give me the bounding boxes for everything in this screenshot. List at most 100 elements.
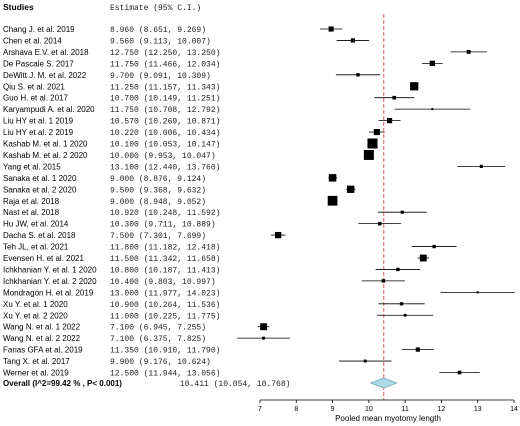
study-estimate-text: 9.500 (9.368, 9.632) (110, 186, 206, 195)
study-point (373, 129, 380, 136)
study-name: Raja et al. 2018 (3, 197, 60, 206)
study-name: Kashab M. et al. 2 2020 (3, 151, 88, 160)
study-estimate-text: 7.500 (7.301, 7.699) (110, 232, 206, 241)
study-estimate-text: 10.800 (10.187, 11.413) (110, 266, 220, 275)
study-name: Karyampudi A. et al. 2020 (3, 105, 95, 114)
study-point (275, 231, 282, 239)
study-estimate-text: 8.960 (8.651, 9.269) (110, 26, 206, 35)
study-estimate-text: 10.300 (9.711, 10.889) (110, 221, 216, 230)
study-name: Hu JW, et al. 2014 (3, 220, 69, 229)
x-tick-label: 9 (331, 406, 335, 413)
study-name: Ichkhanian Y. et al. 2 2020 (3, 277, 97, 286)
study-estimate-text: 11.250 (11.157, 11.343) (110, 83, 220, 92)
x-tick-label: 10 (365, 406, 373, 413)
studies-header: Studies (3, 2, 34, 12)
study-name: Dacha S. et al. 2018 (3, 231, 76, 240)
study-estimate-text: 9.000 (8.948, 9.052) (110, 198, 206, 207)
study-point (403, 313, 407, 317)
plot-area (237, 14, 515, 400)
study-estimate-text: 9.560 (9.113, 10.007) (110, 37, 211, 46)
overall-diamond (369, 377, 398, 389)
overall-estimate-text: 10.411 (10.054, 10.768) (180, 380, 290, 389)
study-estimate-text: 10.900 (10.264, 11.536) (110, 301, 220, 310)
study-point (363, 149, 374, 160)
study-point (367, 138, 378, 149)
study-name: Yang et al. 2015 (3, 162, 61, 171)
study-estimate-text: 11.750 (10.708, 12.792) (110, 106, 220, 115)
study-point (392, 95, 397, 100)
x-axis: 7 8 9 10 11 12 13 14 (258, 399, 518, 413)
study-estimate-text: 10.100 (10.053, 10.147) (110, 141, 220, 150)
x-tick-label: 13 (474, 406, 482, 413)
study-point (381, 279, 386, 283)
study-estimate-text: 10.400 (9.803, 10.997) (110, 278, 216, 287)
study-estimate-text: 10.700 (10.149, 11.251) (110, 95, 220, 104)
study-name: Xu Y. et al. 2 2020 (3, 311, 68, 320)
study-point (429, 60, 436, 67)
study-name: Sanaka et al. 2 2020 (3, 185, 77, 194)
study-estimate-text: 10.570 (10.269, 10.871) (110, 118, 220, 127)
x-tick-label: 12 (438, 406, 446, 413)
study-name: Werner et al. 2019 (3, 369, 69, 378)
study-name: Chen et al. 2014 (3, 36, 62, 45)
study-estimate-text: 11.800 (11.182, 12.418) (110, 244, 220, 253)
study-point (262, 336, 266, 340)
study-estimate-text: 11.350 (10.910, 11.790) (110, 347, 220, 356)
estimate-header: Estimate (95% C.I.) (110, 4, 201, 13)
study-estimate-text: 11.750 (11.466, 12.034) (110, 60, 220, 69)
study-point (457, 370, 462, 375)
study-point (328, 26, 334, 32)
study-point (396, 267, 400, 272)
study-name: Qiu S. et al. 2021 (3, 82, 65, 91)
study-point (410, 82, 419, 91)
study-estimate-text: 12.750 (12.250, 13.250) (110, 49, 220, 58)
study-point (432, 244, 436, 249)
study-name: Farias GFA et al. 2019 (3, 346, 83, 355)
study-name: Sanaka et al. 1 2020 (3, 174, 77, 183)
study-estimate-text: 11.500 (11.342, 11.658) (110, 255, 220, 264)
study-point (431, 108, 434, 111)
x-tick-label: 11 (402, 406, 409, 413)
study-name: Evensen H. et al. 2021 (3, 254, 84, 263)
x-tick-label: 8 (294, 406, 298, 413)
study-name: Xu Y. et al. 1 2020 (3, 300, 68, 309)
study-estimate-text: 7.100 (6.945, 7.255) (110, 324, 206, 333)
study-estimate-text: 9.000 (8.876, 9.124) (110, 175, 206, 184)
study-point (260, 323, 268, 331)
study-estimate-text: 9.900 (9.176, 10.624) (110, 358, 211, 367)
study-name: Wang N. et al. 2 2022 (3, 334, 81, 343)
study-point (399, 302, 404, 306)
study-name: De Pascale S. 2017 (3, 59, 74, 68)
overall-label: Overall (I^2=99.42 % , P< 0.001) (3, 379, 122, 388)
study-name: Kashab M. et al. 1 2020 (3, 140, 88, 149)
study-name: Guo H. et al. 2017 (3, 94, 68, 103)
study-estimate-text: 13.000 (11.977, 14.023) (110, 289, 220, 298)
study-estimate-text: 10.000 (9.953, 10.047) (110, 152, 216, 161)
study-point (479, 164, 483, 168)
study-name: Chang J. et al. 2019 (3, 25, 75, 34)
study-estimate-text: 7.100 (6.375, 7.825) (110, 335, 206, 344)
study-name: Arshava E.V. et al. 2018 (3, 48, 89, 57)
study-point (327, 195, 338, 206)
x-axis-label: Pooled mean myotomy length (335, 414, 441, 423)
study-name: Teh JL, et al. 2021 (3, 243, 69, 252)
study-rows: Chang J. et al. 2019 8.960 (8.651, 9.269)… (3, 25, 220, 379)
study-estimate-text: 10.220 (10.006, 10.434) (110, 129, 220, 138)
study-point (378, 221, 382, 226)
study-estimate-text: 13.100 (12.440, 13.760) (110, 163, 220, 172)
x-tick-label: 14 (510, 406, 518, 413)
study-name: Nast et al. 2018 (3, 208, 60, 217)
study-estimate-text: 10.920 (10.248, 11.592) (110, 209, 220, 218)
study-point (356, 73, 360, 77)
study-name: Ichkhanian Y. et al. 1 2020 (3, 265, 97, 274)
study-point (419, 254, 427, 262)
study-name: Mondragón H. et al. 2019 (3, 288, 94, 297)
study-estimate-text: 9.700 (9.091, 10.309) (110, 72, 211, 81)
study-point (386, 117, 393, 124)
study-name: DeWitt J. M. et al. 2022 (3, 71, 87, 80)
study-point (466, 49, 471, 54)
study-point (415, 347, 420, 352)
study-point (347, 185, 355, 193)
study-estimate-text: 12.500 (11.944, 13.056) (110, 370, 220, 379)
